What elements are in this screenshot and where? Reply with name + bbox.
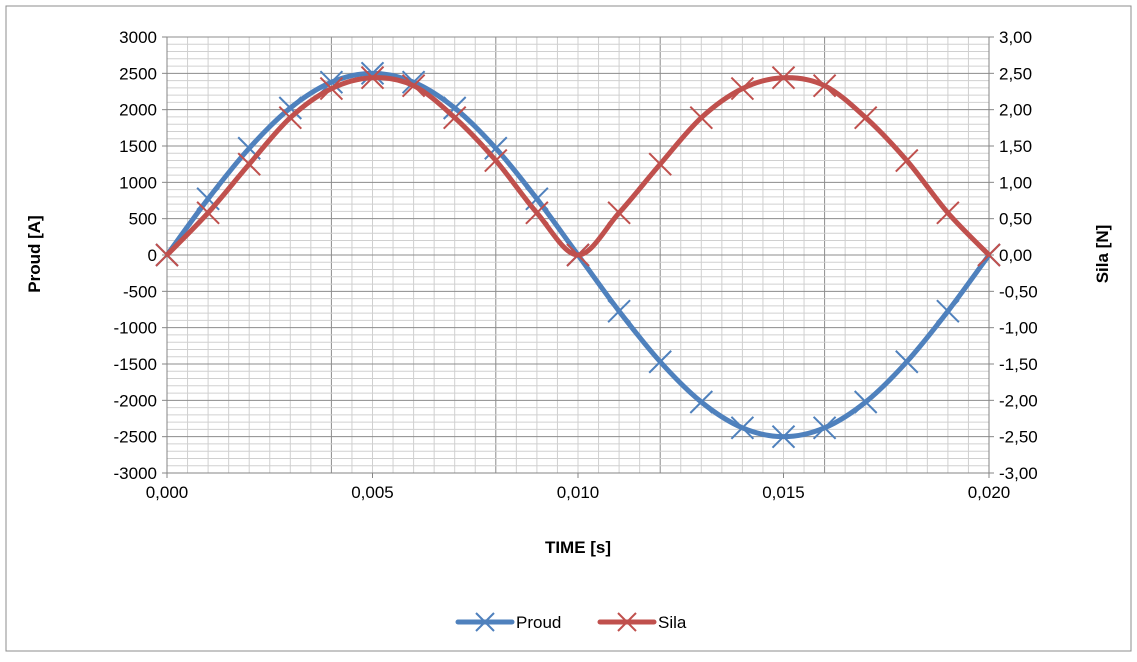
data-point-sila [853, 105, 878, 130]
y-left-tick-label: 2000 [119, 101, 157, 120]
legend-item-proud: Proud [455, 612, 561, 632]
series-sila [155, 65, 1001, 267]
data-point-proud [853, 390, 878, 414]
legend-label-sila: Sila [658, 613, 687, 632]
axes [162, 36, 994, 478]
y-right-tick-label: 0,50 [999, 210, 1032, 229]
legend-marker-sila [617, 612, 637, 632]
y-right-tick-label: 2,50 [999, 64, 1032, 83]
y-right-tick-label: -2,50 [999, 428, 1038, 447]
data-point-sila [977, 243, 1001, 267]
x-tick-label: 0,000 [146, 483, 189, 502]
data-point-sila [319, 76, 344, 101]
legend-item-sila: Sila [597, 612, 687, 632]
y-right-tick-label: 3,00 [999, 28, 1032, 47]
y-axis-right-title: Sila [N] [1093, 225, 1112, 284]
y-axis-left-title: Proud [A] [25, 215, 44, 292]
data-point-sila [607, 201, 631, 225]
x-tick-label: 0,005 [351, 483, 394, 502]
legend-label-proud: Proud [516, 613, 561, 632]
data-point-sila [484, 148, 508, 173]
data-point-proud [278, 96, 303, 120]
y-right-tick-label: -1,50 [999, 355, 1038, 374]
y-right-tick-label: -0,50 [999, 282, 1038, 301]
y-right-tick-label: 1,50 [999, 137, 1032, 156]
data-point-sila [196, 201, 220, 225]
data-point-proud [771, 424, 796, 449]
data-point-proud [812, 416, 837, 440]
legend: Proud Sila [455, 612, 687, 632]
y-left-tick-label: 500 [129, 210, 157, 229]
data-point-sila [812, 73, 837, 98]
data-point-sila [771, 65, 796, 90]
data-point-sila [278, 105, 303, 130]
data-point-sila [566, 243, 590, 267]
tick-labels: 3000 2500 2000 1500 1000 500 0 -500 -1000 -1500 -2… [114, 28, 1038, 502]
data-point-proud [895, 350, 919, 374]
series-layer [155, 61, 1001, 449]
data-point-sila [648, 152, 672, 176]
y-right-tick-label: 2,00 [999, 101, 1032, 120]
y-left-tick-label: -1500 [114, 355, 157, 374]
data-point-sila [401, 73, 426, 98]
data-point-sila [689, 105, 714, 130]
y-left-tick-label: -500 [123, 282, 157, 301]
data-point-sila [936, 201, 960, 225]
data-point-proud [607, 299, 631, 323]
y-right-tick-label: -2,00 [999, 391, 1038, 410]
x-axis-title: TIME [s] [545, 538, 611, 557]
data-point-sila [895, 148, 919, 173]
data-point-sila [360, 65, 385, 90]
data-point-proud [648, 350, 672, 374]
data-point-proud [319, 70, 344, 94]
legend-marker-proud [475, 612, 495, 632]
chart-border [5, 5, 1132, 652]
data-point-sila [442, 105, 467, 130]
data-point-sila [525, 201, 549, 225]
x-tick-label: 0,010 [557, 483, 600, 502]
y-left-tick-label: 2500 [119, 64, 157, 83]
x-tick-label: 0,020 [968, 483, 1011, 502]
y-right-tick-label: 1,00 [999, 173, 1032, 192]
data-point-proud [730, 416, 755, 440]
data-point-sila [730, 76, 755, 101]
data-point-sila [237, 152, 261, 176]
data-point-proud [936, 299, 960, 323]
x-tick-label: 0,015 [762, 483, 805, 502]
y-left-tick-label: 3000 [119, 28, 157, 47]
y-left-tick-label: -1000 [114, 319, 157, 338]
y-left-tick-label: -3000 [114, 464, 157, 483]
y-left-tick-label: 1000 [119, 173, 157, 192]
y-left-tick-label: -2500 [114, 428, 157, 447]
y-right-tick-label: 0,00 [999, 246, 1032, 265]
gridlines [166, 36, 990, 474]
y-left-tick-label: 1500 [119, 137, 157, 156]
data-point-proud [689, 390, 714, 414]
data-point-proud [442, 96, 467, 120]
y-left-tick-label: 0 [148, 246, 157, 265]
y-left-tick-label: -2000 [114, 391, 157, 410]
y-right-tick-label: -3,00 [999, 464, 1038, 483]
y-right-tick-label: -1,00 [999, 319, 1038, 338]
data-point-sila [155, 243, 179, 267]
